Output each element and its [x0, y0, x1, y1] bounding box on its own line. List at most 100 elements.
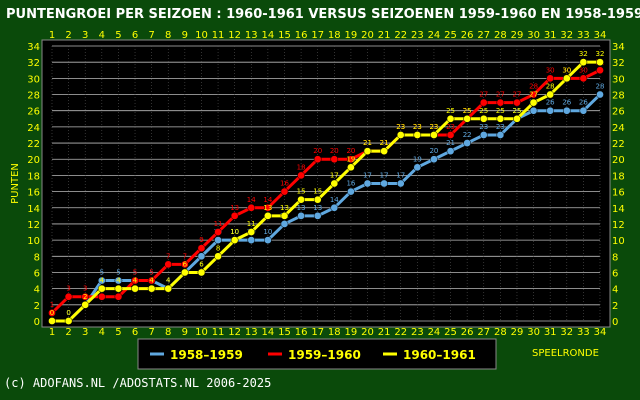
- x-tick-label-top: 20: [361, 30, 374, 41]
- x-tick-label-top: 27: [477, 30, 490, 41]
- data-label: 21: [380, 139, 389, 147]
- series-line-3: [52, 60, 600, 323]
- data-label: 30: [579, 66, 588, 74]
- data-label: 10: [263, 228, 272, 236]
- data-point: [313, 195, 322, 204]
- data-label: 20: [429, 147, 438, 155]
- data-label: 25: [479, 107, 488, 115]
- x-tick-label-bottom: 26: [461, 327, 474, 338]
- x-tick-label-top: 15: [278, 30, 291, 41]
- data-point: [114, 284, 123, 293]
- x-tick-label-top: 12: [228, 30, 241, 41]
- x-tick-label-top: 18: [328, 30, 341, 41]
- chart-title: PUNTENGROEI PER SEIZOEN : 1960-1961 VERS…: [6, 7, 640, 22]
- data-point: [114, 292, 123, 301]
- x-tick-label-bottom: 18: [328, 327, 341, 338]
- x-tick-label-top: 6: [132, 30, 138, 41]
- x-tick-label-bottom: 27: [477, 327, 490, 338]
- data-point: [230, 236, 239, 244]
- data-label: 0: [50, 309, 54, 317]
- data-point: [529, 98, 538, 107]
- data-point: [330, 203, 339, 212]
- x-tick-label-bottom: 19: [345, 327, 358, 338]
- data-label: 19: [346, 155, 355, 163]
- data-point: [247, 236, 256, 244]
- x-tick-label-bottom: 22: [394, 327, 407, 338]
- data-label: 22: [463, 131, 472, 139]
- data-point: [48, 309, 56, 317]
- x-tick-label-top: 22: [394, 30, 407, 41]
- data-label: 0: [66, 309, 70, 317]
- x-tick-label-bottom: 7: [148, 327, 154, 338]
- data-label: 0: [66, 309, 70, 317]
- data-point: [280, 220, 289, 228]
- x-tick-label-bottom: 11: [212, 327, 225, 338]
- data-label: 25: [513, 107, 522, 115]
- data-point: [64, 317, 73, 325]
- data-label: 17: [380, 172, 389, 180]
- data-label: 5: [100, 269, 104, 277]
- data-point: [330, 155, 339, 164]
- x-tick-label-bottom: 34: [594, 327, 607, 338]
- data-label: 16: [280, 180, 289, 188]
- data-label: 4: [133, 277, 138, 285]
- data-point: [297, 195, 305, 204]
- data-label: 23: [446, 123, 455, 131]
- data-label: 4: [116, 277, 121, 285]
- data-point: [496, 131, 505, 139]
- data-point: [496, 98, 505, 107]
- data-point: [347, 155, 355, 164]
- y-tick-label-right: 20: [612, 155, 625, 166]
- x-tick-label-bottom: 29: [511, 327, 524, 338]
- x-tick-label-bottom: 31: [544, 327, 557, 338]
- data-point: [164, 284, 173, 293]
- plot-area: [41, 39, 611, 328]
- x-tick-label-bottom: 14: [262, 327, 275, 338]
- data-label: 26: [562, 99, 571, 107]
- data-label: 30: [562, 66, 571, 74]
- x-tick-label-top: 19: [345, 30, 358, 41]
- data-label: 11: [247, 220, 256, 228]
- data-point: [596, 58, 604, 67]
- data-point: [546, 106, 555, 115]
- x-tick-label-top: 3: [82, 30, 88, 41]
- x-tick-label-bottom: 8: [165, 327, 171, 338]
- x-tick-label-top: 33: [577, 30, 590, 41]
- x-tick-label-top: 4: [99, 30, 105, 41]
- data-point: [363, 179, 372, 188]
- x-tick-label-top: 8: [165, 30, 171, 41]
- data-point: [197, 252, 206, 261]
- data-label: 23: [413, 123, 422, 131]
- data-point: [546, 74, 555, 83]
- y-tick-label-left: 12: [27, 220, 40, 231]
- x-tick-label-bottom: 32: [560, 327, 573, 338]
- x-tick-label-top: 24: [428, 30, 441, 41]
- x-tick-label-bottom: 6: [132, 327, 138, 338]
- x-tick-label-bottom: 28: [494, 327, 507, 338]
- y-tick-label-right: 12: [612, 220, 625, 231]
- data-point: [297, 212, 305, 220]
- data-point: [463, 139, 472, 147]
- y-tick-label-right: 16: [612, 188, 625, 199]
- data-point: [214, 228, 222, 236]
- data-label: 28: [529, 83, 538, 91]
- data-label: 6: [183, 260, 188, 268]
- x-tick-label-bottom: 5: [115, 327, 121, 338]
- data-point: [264, 203, 272, 212]
- data-label: 26: [546, 99, 555, 107]
- x-tick-label-bottom: 2: [65, 327, 71, 338]
- x-tick-label-top: 23: [411, 30, 424, 41]
- data-label: 15: [297, 188, 306, 196]
- data-label: 25: [463, 107, 472, 115]
- x-tick-label-top: 28: [494, 30, 507, 41]
- data-label: 20: [330, 147, 339, 155]
- data-label: 28: [596, 83, 605, 91]
- data-point: [131, 284, 139, 293]
- data-label: 28: [546, 83, 555, 91]
- y-tick-label-right: 28: [612, 91, 625, 102]
- y-tick-label-right: 32: [612, 58, 625, 69]
- x-tick-label-top: 31: [544, 30, 557, 41]
- data-point: [197, 244, 206, 253]
- data-point: [180, 260, 189, 269]
- data-point: [380, 179, 388, 188]
